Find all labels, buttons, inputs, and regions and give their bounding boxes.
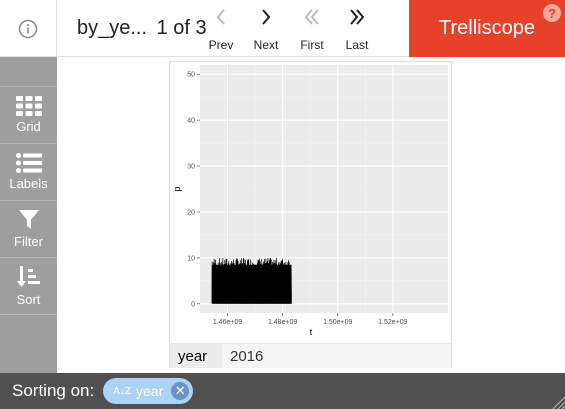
sidebar-spacer xyxy=(0,57,57,87)
x-tick-label: 1.48e+09 xyxy=(268,319,297,326)
sorting-on-label: Sorting on: xyxy=(12,381,95,400)
sort-icon xyxy=(16,266,40,287)
page-count: 1 of 3 xyxy=(156,17,207,39)
x-axis: 1.46e+09 1.48e+09 1.50e+09 1.52e+09 xyxy=(213,313,408,326)
sidebar-label-sort: Sort xyxy=(16,292,41,307)
brand-label: Trelliscope xyxy=(439,17,535,39)
sidebar-item-labels[interactable]: Labels xyxy=(0,144,57,201)
panel-plot: 0 10 20 30 40 50 1.46e+09 1.48e+09 1.50e+09 1.52… xyxy=(172,65,448,337)
first-button[interactable]: First xyxy=(289,0,335,57)
info-button[interactable] xyxy=(0,0,57,57)
y-axis-title: p xyxy=(172,186,182,191)
grid-icon xyxy=(15,96,42,116)
y-tick-label: 20 xyxy=(187,209,195,216)
sidebar-label-labels: Labels xyxy=(9,176,48,191)
next-button[interactable]: Next xyxy=(243,0,289,57)
cognostic-name: year xyxy=(170,344,222,368)
sidebar-item-sort[interactable]: Sort xyxy=(0,258,57,315)
sort-chip[interactable]: A↓Z year ✕ xyxy=(103,378,194,404)
x-tick-label: 1.50e+09 xyxy=(323,319,352,326)
prev-label: Prev xyxy=(208,38,234,52)
sort-chip-label: year xyxy=(136,383,164,399)
sort-az-icon: A↓Z xyxy=(113,385,132,397)
info-icon xyxy=(18,19,38,38)
sidebar-label-filter: Filter xyxy=(14,234,43,249)
y-axis: 0 10 20 30 40 50 xyxy=(187,72,200,308)
last-button[interactable]: Last xyxy=(334,0,380,57)
y-tick-label: 40 xyxy=(187,118,195,125)
panel[interactable]: 0 10 20 30 40 50 1.46e+09 1.48e+09 1.50e+09 1.52… xyxy=(169,61,452,368)
resize-handle-icon[interactable] xyxy=(551,395,565,409)
chevron-right-icon xyxy=(262,9,271,25)
double-chevron-left-icon xyxy=(304,9,319,25)
sidebar-item-filter[interactable]: Filter xyxy=(0,201,57,258)
cognostic-value: 2016 xyxy=(230,347,264,365)
sidebar-label-grid: Grid xyxy=(16,119,41,134)
trelliscope-brand[interactable]: Trelliscope ? xyxy=(409,0,565,57)
y-tick-label: 30 xyxy=(187,164,195,171)
last-label: Last xyxy=(345,38,369,52)
header: by_ye... 1 of 3 Prev Next First Last Tre… xyxy=(0,0,565,57)
display-name: by_ye... xyxy=(77,17,148,39)
help-icon[interactable]: ? xyxy=(543,4,561,22)
sidebar: Grid Labels Filter Sort xyxy=(0,57,57,373)
display-title: by_ye... 1 of 3 xyxy=(77,17,207,40)
x-axis-title: t xyxy=(310,327,313,337)
chevron-left-icon xyxy=(216,9,225,25)
next-label: Next xyxy=(253,38,279,52)
double-chevron-right-icon xyxy=(350,9,365,25)
remove-sort-icon[interactable]: ✕ xyxy=(171,382,190,400)
x-tick-label: 1.46e+09 xyxy=(213,319,242,326)
footer: Sorting on: A↓Z year ✕ xyxy=(0,373,565,409)
series xyxy=(211,257,292,304)
funnel-icon xyxy=(18,210,39,229)
cognostic-row: year 2016 xyxy=(170,343,451,368)
y-tick-label: 10 xyxy=(187,255,195,262)
sidebar-item-grid[interactable]: Grid xyxy=(0,87,57,144)
prev-button[interactable]: Prev xyxy=(198,0,244,57)
first-label: First xyxy=(300,38,324,52)
x-tick-label: 1.52e+09 xyxy=(378,319,407,326)
y-tick-label: 0 xyxy=(191,301,195,308)
y-tick-label: 50 xyxy=(187,72,195,79)
list-icon xyxy=(15,153,42,173)
